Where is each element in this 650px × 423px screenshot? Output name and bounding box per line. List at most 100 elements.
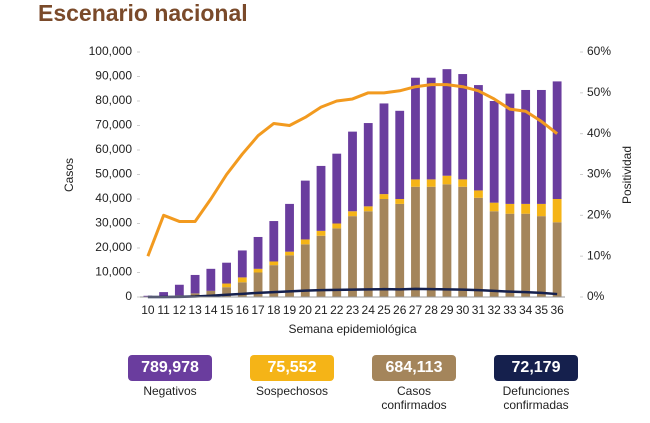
bar-segment [190, 293, 200, 297]
x-tick-label: 15 [220, 303, 234, 317]
bar-segment [458, 74, 468, 180]
legend-label: Sospechosos [255, 384, 329, 398]
bar-segment [474, 190, 483, 198]
bar-segment [237, 250, 247, 278]
bar-segment [285, 203, 294, 252]
y2-tick-label: 50% [587, 85, 611, 99]
bar-segment [489, 101, 499, 203]
x-tick-label: 35 [535, 303, 549, 317]
x-tick-label: 18 [267, 303, 281, 317]
legend-label: Casos confirmados [381, 384, 447, 412]
y-tick-label: 40,000 [95, 191, 132, 205]
line-series [146, 83, 559, 257]
x-tick-label: 14 [204, 303, 218, 317]
x-tick-label: 33 [503, 303, 517, 317]
bar-segment [222, 262, 231, 284]
bar-segment [332, 228, 342, 297]
bar-segment [458, 179, 468, 187]
bar-segment [300, 180, 310, 240]
bar-segment [363, 211, 373, 297]
y2-tick-label: 30% [587, 167, 611, 181]
legend-total: 684,113 [372, 355, 456, 381]
bar-segment [348, 216, 357, 297]
bar-segment [159, 292, 169, 297]
bar-segment [222, 287, 231, 297]
bar-segment [237, 282, 247, 297]
bar-segment [269, 221, 279, 262]
bar-segment [411, 186, 420, 297]
bar-segment [379, 199, 389, 297]
bar-segment [332, 223, 342, 229]
bar-segment [316, 235, 326, 297]
x-tick-label: 34 [519, 303, 533, 317]
bar-segment [348, 211, 357, 217]
bar-segment [253, 272, 263, 297]
bar-segment [442, 184, 452, 297]
y2-tick-label: 10% [587, 248, 611, 262]
x-tick-label: 22 [330, 303, 344, 317]
legend-label: Negativos [143, 384, 197, 398]
bar-segment [348, 131, 357, 212]
bar-segment [489, 211, 499, 297]
bar-segment [206, 268, 216, 291]
y2-tick-label: 20% [587, 208, 611, 222]
chart-title: Escenario nacional [38, 0, 248, 26]
x-tick-label: 30 [456, 303, 470, 317]
bar-segment [316, 165, 326, 231]
x-tick-label: 26 [393, 303, 407, 317]
bar-segment [505, 213, 515, 297]
bar-segment [521, 203, 531, 214]
y-tick-label: 10,000 [95, 265, 132, 279]
y2-tick-label: 0% [587, 289, 605, 303]
bar-segment [552, 222, 562, 297]
bar-segment [552, 199, 562, 223]
bar-segment [474, 197, 483, 297]
legend-total: 72,179 [494, 355, 578, 381]
bar-segment [285, 251, 294, 256]
bar-segment [536, 89, 546, 204]
y-tick-label: 80,000 [95, 93, 132, 107]
y-tick-label: 20,000 [95, 240, 132, 254]
x-tick-label: 32 [487, 303, 501, 317]
bar-segment [174, 284, 184, 296]
bar-segment [190, 274, 200, 294]
bar-segment [363, 123, 373, 207]
x-tick-label: 12 [173, 303, 187, 317]
bar-segment [458, 186, 468, 297]
bar-segment [395, 199, 405, 204]
bar-segment [395, 203, 405, 297]
bar-segment [237, 277, 247, 283]
bar-segment [300, 244, 310, 297]
x-tick-label: 16 [236, 303, 250, 317]
bar-segment [521, 89, 531, 204]
bar-segment [426, 179, 436, 187]
x-tick-label: 10 [141, 303, 155, 317]
bar-segment [426, 77, 436, 180]
x-tick-label: 23 [346, 303, 360, 317]
bar-segment [426, 186, 436, 297]
bar-segment [474, 85, 483, 191]
legend-total: 789,978 [128, 355, 212, 381]
bar-segment [253, 268, 263, 273]
bar-segment [332, 153, 342, 224]
y-tick-label: 70,000 [95, 118, 132, 132]
y2-tick-label: 60% [587, 44, 611, 58]
bar-segment [253, 236, 263, 269]
x-axis-label: Semana epidemiológica [288, 322, 416, 336]
bar-segment [285, 255, 294, 297]
bar-segment [442, 69, 452, 176]
bar-segment [411, 179, 420, 187]
y-tick-label: 90,000 [95, 69, 132, 83]
x-tick-label: 27 [409, 303, 423, 317]
bar-segment [505, 93, 515, 204]
bar-segment [395, 110, 405, 199]
line-series [147, 287, 558, 299]
legend-label: Defunciones confirmadas [502, 384, 570, 412]
y-tick-label: 60,000 [95, 142, 132, 156]
x-tick-label: 13 [188, 303, 202, 317]
x-tick-label: 25 [377, 303, 391, 317]
bar-segment [521, 213, 531, 297]
x-tick-label: 29 [440, 303, 454, 317]
bar-segment [411, 77, 420, 180]
bar-segment [489, 202, 499, 212]
